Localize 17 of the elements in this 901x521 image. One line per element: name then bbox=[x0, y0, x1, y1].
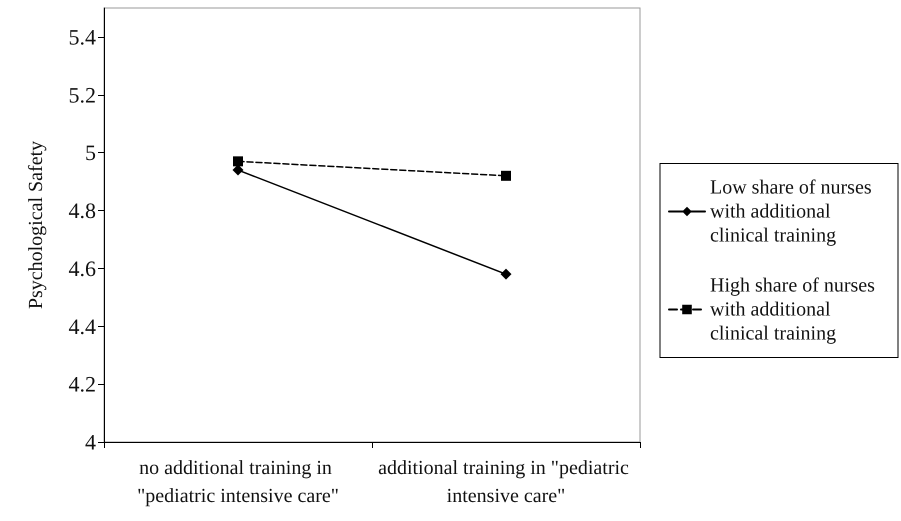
y-tick-label: 4 bbox=[85, 430, 96, 454]
y-tick-label: 5 bbox=[85, 140, 96, 166]
y-axis-title: Psychological Safety bbox=[25, 140, 47, 310]
point bbox=[233, 156, 243, 166]
point bbox=[501, 170, 511, 181]
x-tick-label: no additional training in "pediatric intensive care" bbox=[137, 457, 339, 507]
y-tick-label: 4.6 bbox=[68, 256, 96, 281]
legend-label: Low share of nurses with additional clinical training bbox=[710, 176, 877, 246]
y-tick-label: 5.4 bbox=[68, 24, 96, 50]
point bbox=[500, 268, 512, 280]
y-tick-label: 4.4 bbox=[68, 314, 96, 339]
x-tick-label: additional training in "pediatric intensive care" bbox=[378, 457, 634, 507]
legend-label: High share of nurses with additional clinical training bbox=[710, 274, 880, 344]
y-tick-label: 4.2 bbox=[68, 372, 96, 397]
y-tick-label: 4.8 bbox=[68, 198, 96, 224]
y-tick-label: 5.2 bbox=[68, 82, 96, 108]
point bbox=[232, 164, 244, 176]
